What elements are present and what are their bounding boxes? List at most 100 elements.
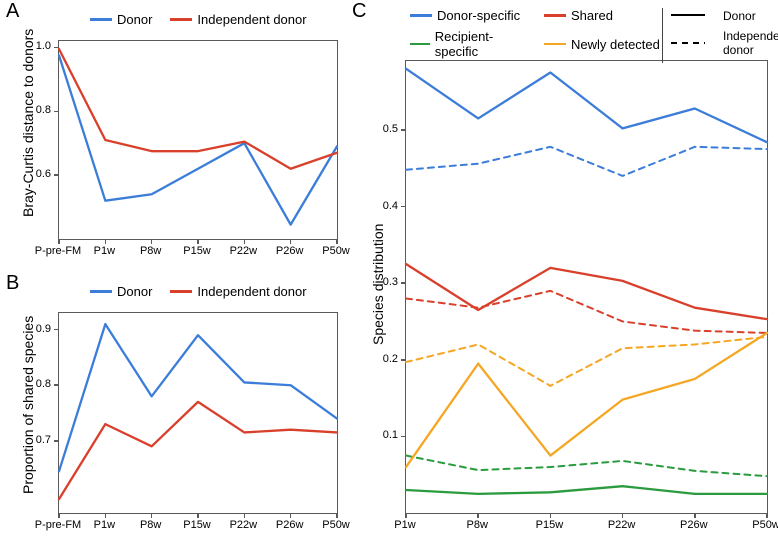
legend-swatch — [90, 18, 112, 21]
panel-b: 0.70.80.9 — [58, 312, 338, 514]
y-tick — [401, 359, 406, 361]
y-tick — [54, 174, 59, 176]
x-tick-label: P50w — [322, 245, 350, 257]
x-tick-label: P1w — [94, 519, 115, 531]
legend-label: Newly detected — [571, 37, 660, 52]
x-tick-label: P15w — [536, 519, 564, 531]
x-tick — [58, 239, 60, 244]
x-tick-label: P26w — [276, 245, 304, 257]
legend-item: Donor — [90, 284, 152, 299]
x-tick — [290, 513, 292, 518]
y-tick-label: 0.1 — [383, 429, 398, 441]
legend-label: Shared — [571, 8, 613, 23]
y-tick-label: 0.7 — [36, 434, 51, 446]
series-line — [406, 333, 767, 467]
legend-line-key — [671, 8, 705, 23]
panel-b-label: B — [6, 272, 19, 295]
x-tick — [336, 239, 338, 244]
panel-a-legend: Donor Independent donor — [90, 12, 307, 27]
x-tick-label: P8w — [140, 519, 161, 531]
panel-c-style-legend: DonorIndependent donor — [662, 8, 778, 63]
series-line — [406, 147, 767, 176]
legend-swatch — [544, 43, 566, 46]
x-tick — [766, 513, 768, 518]
legend-label: Donor — [117, 12, 152, 27]
x-tick — [151, 239, 153, 244]
legend-item: Shared — [544, 8, 660, 23]
x-tick-label: P22w — [608, 519, 636, 531]
panel-c: 0.10.20.30.40.5 — [405, 60, 768, 514]
panel-a-plot-area: 0.60.81.0 — [58, 40, 338, 240]
y-tick — [54, 384, 59, 386]
legend-label: Donor — [723, 9, 756, 23]
panel-b-lines — [59, 313, 337, 513]
y-tick-label: 0.5 — [383, 123, 398, 135]
x-tick-label: P1w — [94, 245, 115, 257]
y-tick-label: 0.2 — [383, 353, 398, 365]
legend-swatch — [410, 43, 430, 46]
panel-a-label: A — [6, 0, 19, 23]
x-tick-label: P50w — [322, 519, 350, 531]
panel-c-label: C — [352, 0, 366, 23]
series-line — [59, 55, 337, 224]
x-tick — [197, 513, 199, 518]
panel-b-plot-area: 0.70.80.9 — [58, 312, 338, 514]
series-line — [406, 486, 767, 494]
y-tick — [54, 47, 59, 49]
legend-label: Recipient-specific — [435, 29, 526, 59]
x-tick-label: P-pre-FM — [35, 245, 81, 257]
y-tick-label: 0.6 — [36, 168, 51, 180]
legend-label: Donor-specific — [437, 8, 520, 23]
y-tick-label: 0.4 — [383, 200, 398, 212]
legend-item: Donor-specific — [410, 8, 526, 23]
x-tick — [244, 513, 246, 518]
panel-b-ylabel: Proportion of shared species — [20, 316, 36, 494]
legend-item: Independent donor — [170, 284, 306, 299]
x-tick-label: P15w — [183, 519, 211, 531]
y-tick — [54, 440, 59, 442]
x-tick-label: P22w — [230, 519, 258, 531]
x-tick-label: P50w — [752, 519, 778, 531]
x-tick — [290, 239, 292, 244]
x-tick — [550, 513, 552, 518]
panel-c-ylabel: Species distribution — [370, 224, 386, 345]
y-tick-label: 1.0 — [36, 40, 51, 52]
legend-item: Newly detected — [544, 37, 660, 52]
panel-c-lines — [406, 61, 767, 513]
legend-swatch — [170, 290, 192, 293]
legend-row: Recipient-specific Newly detected — [410, 29, 660, 59]
y-tick-label: 0.8 — [36, 104, 51, 116]
legend-item: Donor — [90, 12, 152, 27]
panel-b-legend: Donor Independent donor — [90, 284, 307, 299]
y-tick — [54, 329, 59, 331]
y-tick — [401, 129, 406, 131]
legend-label: Independent donor — [197, 284, 306, 299]
x-tick-label: P22w — [230, 245, 258, 257]
x-tick-label: P26w — [680, 519, 708, 531]
x-tick-label: P-pre-FM — [35, 519, 81, 531]
legend-item: Independent donor — [170, 12, 306, 27]
legend-row: Donor-specific Shared — [410, 8, 660, 23]
y-tick-label: 0.8 — [36, 378, 51, 390]
series-line — [406, 456, 767, 477]
panel-c-plot-area: 0.10.20.30.40.5 — [405, 60, 768, 514]
panel-a: 0.60.81.0 — [58, 40, 338, 240]
panel-c-color-legend: Donor-specific Shared Recipient-specific Ne… — [410, 8, 660, 65]
x-tick-label: P15w — [183, 245, 211, 257]
series-line — [59, 49, 337, 169]
legend-row: Donor — [671, 8, 778, 23]
series-line — [59, 324, 337, 471]
y-tick — [401, 282, 406, 284]
series-line — [406, 264, 767, 319]
figure-root: A 0.60.81.0 Bray-Curtis distance to dono… — [0, 0, 778, 550]
x-tick-label: P8w — [140, 245, 161, 257]
x-tick — [105, 239, 107, 244]
series-line — [406, 337, 767, 386]
legend-swatch — [544, 14, 566, 17]
series-line — [406, 69, 767, 143]
x-tick — [244, 239, 246, 244]
panel-a-ylabel: Bray-Curtis distance to donors — [20, 29, 36, 217]
legend-label: Independent donor — [197, 12, 306, 27]
x-tick-label: P8w — [466, 519, 487, 531]
legend-swatch — [90, 290, 112, 293]
